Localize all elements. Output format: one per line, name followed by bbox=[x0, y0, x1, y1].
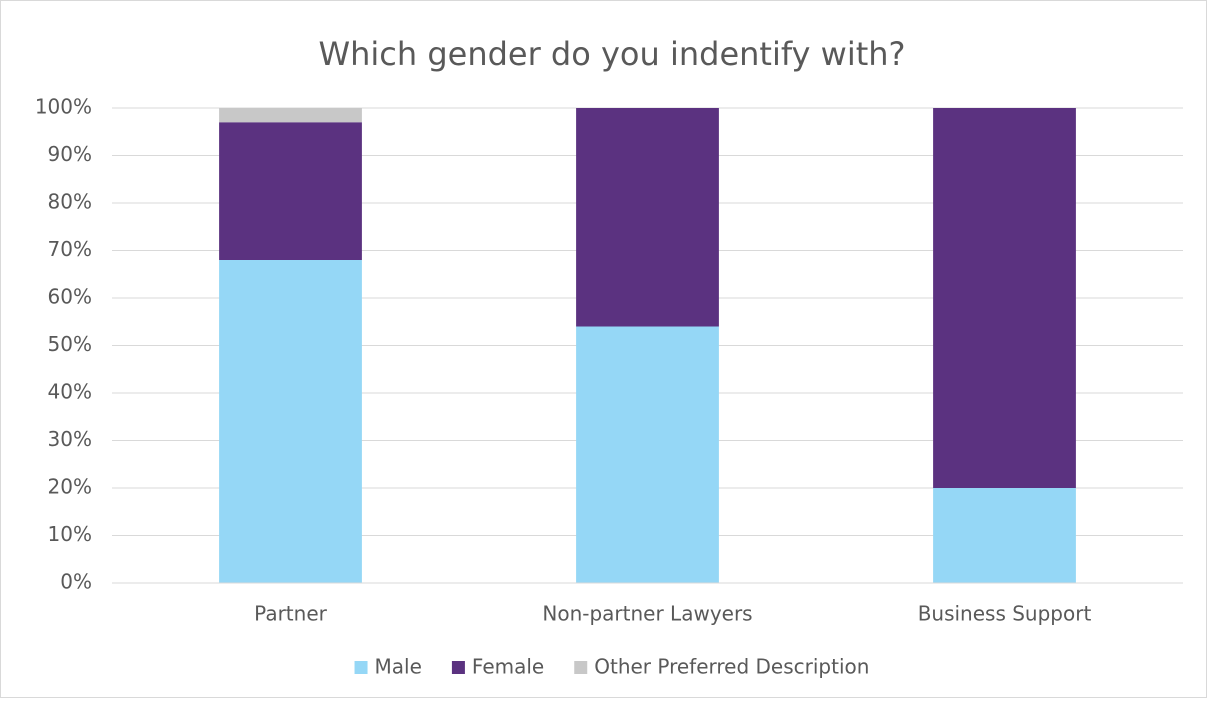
y-tick-label: 70% bbox=[48, 237, 92, 261]
bar-segment bbox=[219, 108, 362, 123]
bar-segment bbox=[576, 108, 719, 327]
y-tick-label: 40% bbox=[48, 380, 92, 404]
y-tick-label: 80% bbox=[48, 190, 92, 214]
chart-title: Which gender do you indentify with? bbox=[318, 35, 905, 73]
legend-swatch bbox=[354, 661, 368, 674]
y-tick-label: 50% bbox=[48, 332, 92, 356]
y-tick-label: 100% bbox=[35, 95, 92, 119]
bar-segment bbox=[933, 488, 1076, 583]
bar-segment bbox=[219, 260, 362, 583]
legend-label: Female bbox=[472, 655, 544, 679]
y-tick-label: 30% bbox=[48, 427, 92, 451]
legend-swatch bbox=[574, 661, 588, 674]
x-tick-label: Business Support bbox=[918, 602, 1092, 626]
legend-label: Other Preferred Description bbox=[594, 655, 869, 679]
y-tick-label: 10% bbox=[48, 522, 92, 546]
y-tick-label: 20% bbox=[48, 475, 92, 499]
y-tick-label: 90% bbox=[48, 142, 92, 166]
legend-label: Male bbox=[375, 655, 422, 679]
bar-segment bbox=[576, 326, 719, 583]
x-tick-label: Non-partner Lawyers bbox=[542, 602, 752, 626]
y-tick-label: 0% bbox=[60, 570, 92, 594]
bar-segment bbox=[933, 108, 1076, 488]
legend-swatch bbox=[451, 661, 465, 674]
bar-segment bbox=[219, 122, 362, 260]
y-tick-label: 60% bbox=[48, 285, 92, 309]
x-tick-label: Partner bbox=[254, 602, 327, 626]
